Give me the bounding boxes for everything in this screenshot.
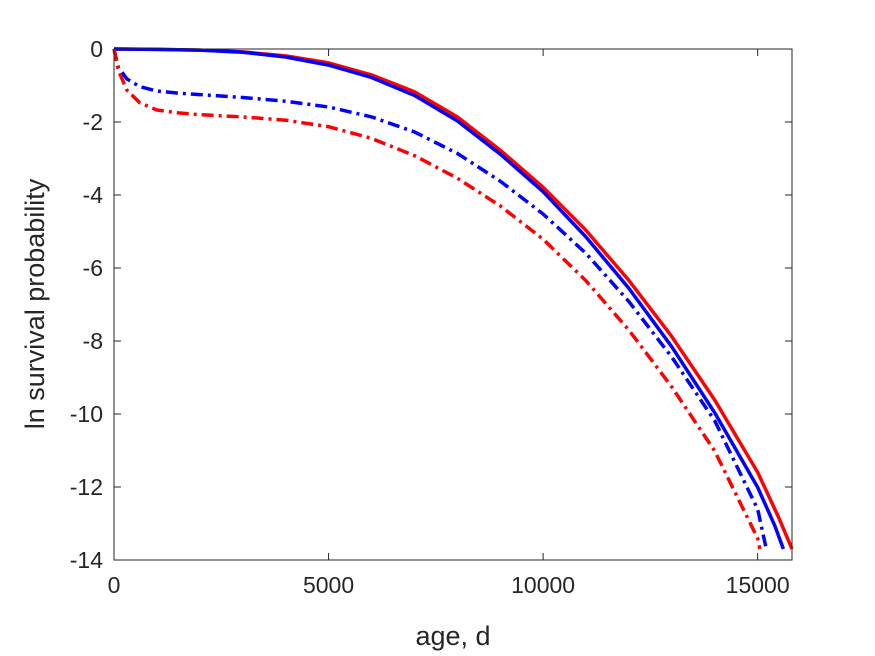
y-tick-label: -8 bbox=[83, 328, 103, 354]
tick-layer: 0 5000 10000 15000 0 -2 -4 -6 -8 -10 -12 -14 bbox=[70, 36, 792, 598]
plot-frame bbox=[113, 48, 793, 561]
x-tick-label: 10000 bbox=[511, 572, 575, 598]
x-tick-label: 5000 bbox=[303, 572, 354, 598]
x-axis-label: age, d bbox=[415, 621, 490, 651]
y-tick-label: -12 bbox=[70, 474, 103, 500]
series-line-3 bbox=[112, 48, 769, 550]
series-line-2 bbox=[113, 47, 786, 550]
x-tick-label: 15000 bbox=[726, 572, 790, 598]
y-tick-label: 0 bbox=[90, 36, 103, 62]
plot-area bbox=[114, 49, 792, 560]
series-layer bbox=[112, 47, 794, 550]
series-line-4 bbox=[112, 48, 762, 550]
y-axis-label: ln survival probability bbox=[20, 178, 50, 429]
y-tick-label: -2 bbox=[83, 109, 103, 135]
y-tick-label: -4 bbox=[83, 182, 104, 208]
y-tick-label: -14 bbox=[70, 547, 103, 573]
x-tick-label: 0 bbox=[108, 572, 121, 598]
y-tick-label: -6 bbox=[83, 255, 103, 281]
y-tick-label: -10 bbox=[70, 401, 103, 427]
